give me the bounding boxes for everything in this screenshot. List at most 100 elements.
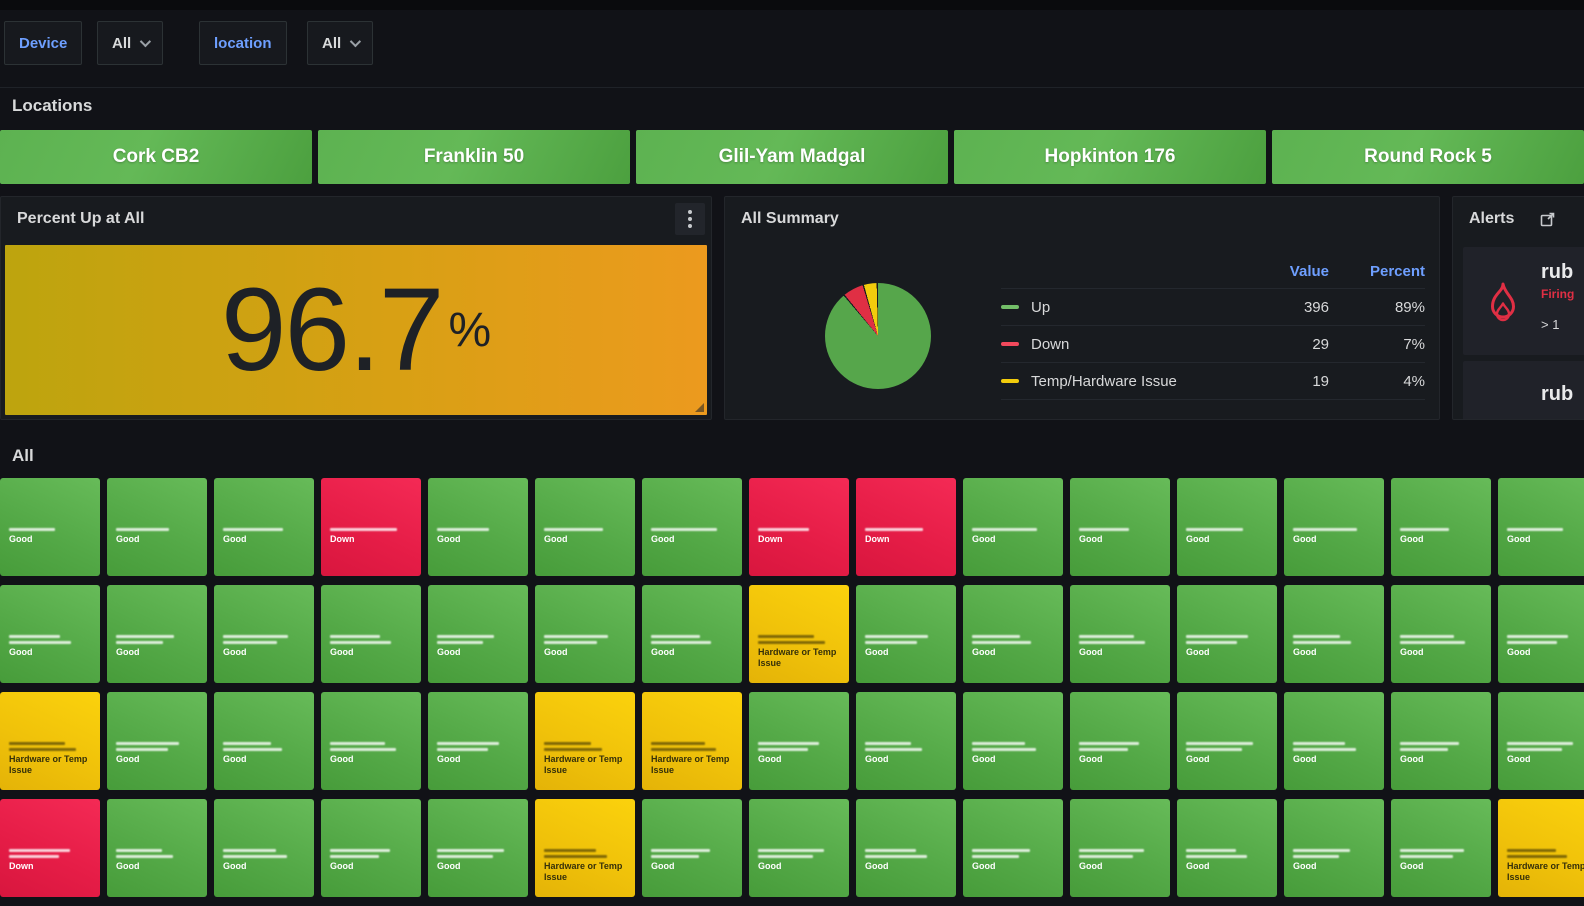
device-tile[interactable]: Good (1284, 478, 1384, 576)
device-tile[interactable]: Good (214, 478, 314, 576)
device-tile[interactable]: Good (1391, 585, 1491, 683)
percent-column-header: Percent (1369, 263, 1425, 280)
device-tile[interactable]: Good (856, 799, 956, 897)
device-tile[interactable]: Good (535, 585, 635, 683)
device-status-label: Good (1079, 754, 1103, 764)
external-link-icon[interactable] (1540, 212, 1555, 227)
location-button[interactable]: Glil-Yam Madgal (636, 130, 948, 184)
device-tile[interactable]: Good (1284, 692, 1384, 790)
device-tile[interactable]: Hardware or Temp Issue (749, 585, 849, 683)
device-tile[interactable]: Good (963, 585, 1063, 683)
device-tile[interactable]: Good (1070, 799, 1170, 897)
location-button[interactable]: Round Rock 5 (1272, 130, 1584, 184)
device-tile[interactable]: Good (428, 585, 528, 683)
device-status-label: Good (223, 754, 247, 764)
summary-pie-chart[interactable] (825, 283, 931, 389)
device-tile[interactable]: Down (321, 478, 421, 576)
device-tile[interactable]: Good (214, 585, 314, 683)
locations-row-title[interactable]: Locations (12, 96, 93, 115)
device-status-label: Good (116, 534, 140, 544)
device-tile[interactable]: Good (0, 585, 100, 683)
device-tile[interactable]: Good (1498, 692, 1584, 790)
device-tile[interactable]: Good (107, 585, 207, 683)
device-tile[interactable]: Good (1177, 585, 1277, 683)
device-status-label: Good (437, 861, 461, 871)
device-tile[interactable]: Good (535, 478, 635, 576)
all-row-title[interactable]: All (12, 446, 34, 465)
summary-legend-row[interactable]: Temp/Hardware Issue 19 4% (1001, 363, 1425, 400)
device-tile[interactable]: Good (321, 692, 421, 790)
location-button[interactable]: Hopkinton 176 (954, 130, 1266, 184)
device-tile[interactable]: Hardware or Temp Issue (535, 799, 635, 897)
device-name-redacted (223, 855, 287, 858)
device-name-redacted (651, 748, 716, 751)
alerts-panel-header: Alerts (1453, 197, 1584, 241)
device-name-redacted (544, 849, 596, 852)
device-tile[interactable]: Good (1498, 478, 1584, 576)
device-tile[interactable]: Good (749, 692, 849, 790)
device-tile[interactable]: Good (856, 692, 956, 790)
device-tile[interactable]: Hardware or Temp Issue (642, 692, 742, 790)
device-tile[interactable]: Good (642, 478, 742, 576)
device-tile[interactable]: Good (321, 585, 421, 683)
device-status-label: Good (1079, 861, 1103, 871)
location-button[interactable]: Cork CB2 (0, 130, 312, 184)
device-tile[interactable]: Good (1177, 478, 1277, 576)
device-tile[interactable]: Good (428, 692, 528, 790)
device-tile[interactable]: Good (1284, 585, 1384, 683)
device-tile[interactable]: Good (428, 799, 528, 897)
device-tile[interactable]: Good (963, 692, 1063, 790)
summary-legend-row[interactable]: Up 396 89% (1001, 289, 1425, 326)
device-tile[interactable]: Good (1177, 692, 1277, 790)
device-tile[interactable]: Good (1070, 585, 1170, 683)
device-name-redacted (1507, 748, 1562, 751)
series-color-swatch (1001, 342, 1019, 346)
device-status-label: Good (1507, 754, 1531, 764)
device-tile[interactable]: Good (0, 478, 100, 576)
alert-item[interactable]: rub (1463, 361, 1584, 419)
device-tile[interactable]: Good (214, 799, 314, 897)
device-tile[interactable]: Good (107, 478, 207, 576)
device-tile[interactable]: Good (428, 478, 528, 576)
device-tile[interactable]: Good (1070, 478, 1170, 576)
panel-resize-handle[interactable] (695, 403, 704, 412)
alert-item[interactable]: rub Firing > 1 (1463, 247, 1584, 355)
device-name-redacted (116, 748, 168, 751)
device-tile[interactable]: Good (642, 585, 742, 683)
device-tile[interactable]: Down (0, 799, 100, 897)
device-tile[interactable]: Good (1284, 799, 1384, 897)
device-name-redacted (437, 855, 493, 858)
location-button[interactable]: Franklin 50 (318, 130, 630, 184)
device-name-redacted (544, 748, 602, 751)
device-tile[interactable]: Good (1177, 799, 1277, 897)
device-tile[interactable]: Good (1498, 585, 1584, 683)
device-name-redacted (1400, 635, 1454, 638)
device-tile[interactable]: Good (1391, 799, 1491, 897)
device-tile[interactable]: Good (214, 692, 314, 790)
device-status-label: Hardware or Temp Issue (758, 647, 837, 669)
summary-legend-row[interactable]: Down 29 7% (1001, 326, 1425, 363)
device-tile[interactable]: Down (749, 478, 849, 576)
panel-menu-button[interactable] (675, 203, 705, 235)
device-tile[interactable]: Good (749, 799, 849, 897)
percent-up-unit: % (448, 303, 492, 357)
device-tile[interactable]: Good (642, 799, 742, 897)
device-tile[interactable]: Good (856, 585, 956, 683)
device-tile[interactable]: Hardware or Temp Issue (1498, 799, 1584, 897)
location-variable-dropdown[interactable]: All (307, 21, 374, 65)
device-variable-dropdown[interactable]: All (97, 21, 164, 65)
device-tile[interactable]: Good (1391, 692, 1491, 790)
device-tile[interactable]: Good (321, 799, 421, 897)
device-tile[interactable]: Hardware or Temp Issue (0, 692, 100, 790)
device-tile[interactable]: Down (856, 478, 956, 576)
device-tile[interactable]: Good (963, 799, 1063, 897)
device-tile[interactable]: Good (1391, 478, 1491, 576)
device-status-label: Down (9, 861, 34, 871)
device-tile[interactable]: Good (107, 692, 207, 790)
device-tile[interactable]: Good (107, 799, 207, 897)
device-name-redacted (1293, 635, 1340, 638)
device-tile[interactable]: Good (963, 478, 1063, 576)
device-status-label: Good (1186, 647, 1210, 657)
device-tile[interactable]: Hardware or Temp Issue (535, 692, 635, 790)
device-tile[interactable]: Good (1070, 692, 1170, 790)
